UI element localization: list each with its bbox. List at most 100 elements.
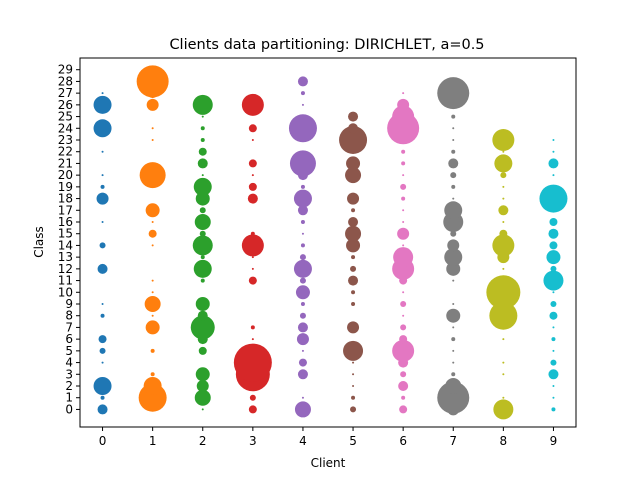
point-client-2-class-24 [200, 126, 205, 131]
y-tick-label: 15 [58, 227, 73, 241]
point-client-2-class-1 [194, 389, 211, 406]
point-client-9-class-23 [552, 139, 555, 141]
point-client-1-class-24 [151, 127, 154, 130]
y-tick-label: 25 [58, 110, 73, 124]
point-client-9-class-12 [550, 265, 557, 272]
point-client-8-class-20 [500, 172, 507, 179]
point-client-1-class-28 [136, 65, 169, 98]
point-client-0-class-2 [93, 377, 112, 395]
point-client-8-class-1 [502, 396, 505, 399]
point-client-0-class-14 [99, 242, 106, 249]
y-tick-label: 13 [58, 250, 73, 264]
point-client-8-class-3 [502, 373, 505, 376]
x-tick-label: 3 [249, 434, 257, 448]
point-client-7-class-23 [452, 139, 455, 141]
point-client-9-class-11 [543, 270, 564, 291]
point-client-6-class-25 [392, 105, 415, 128]
point-client-9-class-3 [548, 369, 559, 380]
point-client-1-class-20 [139, 162, 166, 189]
point-client-4-class-8 [299, 312, 306, 319]
point-client-4-class-0 [294, 401, 311, 418]
point-client-9-class-13 [546, 250, 561, 265]
point-client-4-class-13 [299, 254, 306, 261]
point-client-7-class-6 [451, 337, 456, 342]
y-tick-label: 19 [58, 180, 73, 194]
point-client-8-class-6 [502, 338, 505, 341]
y-tick-label: 22 [58, 145, 73, 159]
point-client-1-class-26 [146, 98, 159, 111]
point-client-4-class-26 [301, 103, 304, 106]
point-client-9-class-10 [552, 291, 555, 294]
point-client-2-class-2 [196, 380, 209, 392]
point-client-9-class-9 [550, 301, 557, 307]
point-client-3-class-0 [248, 405, 257, 414]
point-client-7-class-17 [444, 201, 463, 220]
point-client-0-class-0 [97, 404, 108, 415]
point-client-6-class-16 [402, 221, 405, 223]
point-client-1-class-23 [151, 139, 154, 141]
point-client-2-class-8 [197, 310, 208, 321]
point-client-9-class-0 [551, 407, 556, 412]
point-client-7-class-8 [446, 308, 461, 323]
point-client-7-class-7 [452, 326, 455, 329]
y-tick-label: 16 [58, 215, 73, 229]
y-axis: 0123456789101112131415161718192021222324… [58, 63, 80, 416]
point-client-5-class-14 [346, 238, 361, 253]
point-client-4-class-11 [299, 277, 306, 284]
point-client-6-class-17 [402, 209, 405, 212]
y-tick-label: 7 [65, 320, 73, 334]
point-client-9-class-1 [552, 396, 555, 399]
point-client-6-class-26 [397, 98, 410, 111]
point-client-3-class-14 [241, 234, 264, 257]
y-tick-label: 10 [58, 285, 73, 299]
y-tick-label: 4 [65, 356, 73, 370]
point-client-5-class-3 [352, 373, 355, 376]
point-client-0-class-27 [101, 92, 104, 95]
point-client-3-class-20 [251, 174, 254, 177]
y-tick-label: 23 [58, 133, 73, 147]
point-client-6-class-20 [402, 174, 405, 177]
point-client-7-class-3 [451, 372, 456, 377]
point-client-6-class-18 [401, 196, 406, 201]
y-tick-label: 18 [58, 192, 73, 206]
point-client-5-class-25 [348, 111, 359, 122]
point-client-0-class-24 [93, 119, 112, 138]
point-client-8-class-21 [494, 154, 513, 173]
point-client-3-class-11 [248, 276, 257, 285]
point-client-9-class-5 [552, 349, 555, 352]
point-client-4-class-3 [297, 369, 308, 380]
point-client-3-class-7 [250, 325, 255, 330]
point-client-9-class-18 [539, 184, 568, 213]
point-client-1-class-14 [151, 244, 154, 247]
y-tick-label: 26 [58, 98, 73, 112]
point-client-8-class-12 [502, 267, 505, 270]
point-client-5-class-1 [351, 395, 356, 400]
point-client-5-class-23 [339, 126, 368, 154]
point-client-1-class-9 [144, 296, 161, 312]
point-client-6-class-21 [401, 161, 406, 166]
point-client-5-class-9 [351, 302, 356, 306]
point-client-2-class-3 [195, 367, 210, 382]
point-client-2-class-19 [193, 177, 212, 196]
point-client-5-class-5 [343, 340, 364, 361]
chart-title: Clients data partitioning: DIRICHLET, a=… [169, 37, 484, 53]
x-axis-label: Client [311, 456, 346, 470]
point-client-2-class-13 [200, 255, 205, 260]
point-client-6-class-3 [400, 371, 407, 378]
point-client-6-class-19 [400, 183, 407, 190]
point-client-8-class-4 [502, 361, 505, 364]
point-client-2-class-25 [201, 115, 204, 118]
y-tick-label: 17 [58, 203, 73, 217]
point-client-3-class-26 [241, 93, 264, 116]
point-client-9-class-2 [552, 385, 555, 387]
point-client-0-class-18 [96, 192, 109, 205]
point-client-3-class-12 [251, 267, 254, 270]
point-client-6-class-14 [402, 244, 405, 247]
point-client-4-class-25 [300, 114, 305, 119]
point-client-8-class-22 [502, 150, 505, 153]
point-client-6-class-6 [399, 335, 408, 344]
point-client-6-class-0 [399, 405, 408, 414]
point-client-4-class-28 [297, 76, 308, 87]
point-client-4-class-1 [301, 396, 304, 399]
